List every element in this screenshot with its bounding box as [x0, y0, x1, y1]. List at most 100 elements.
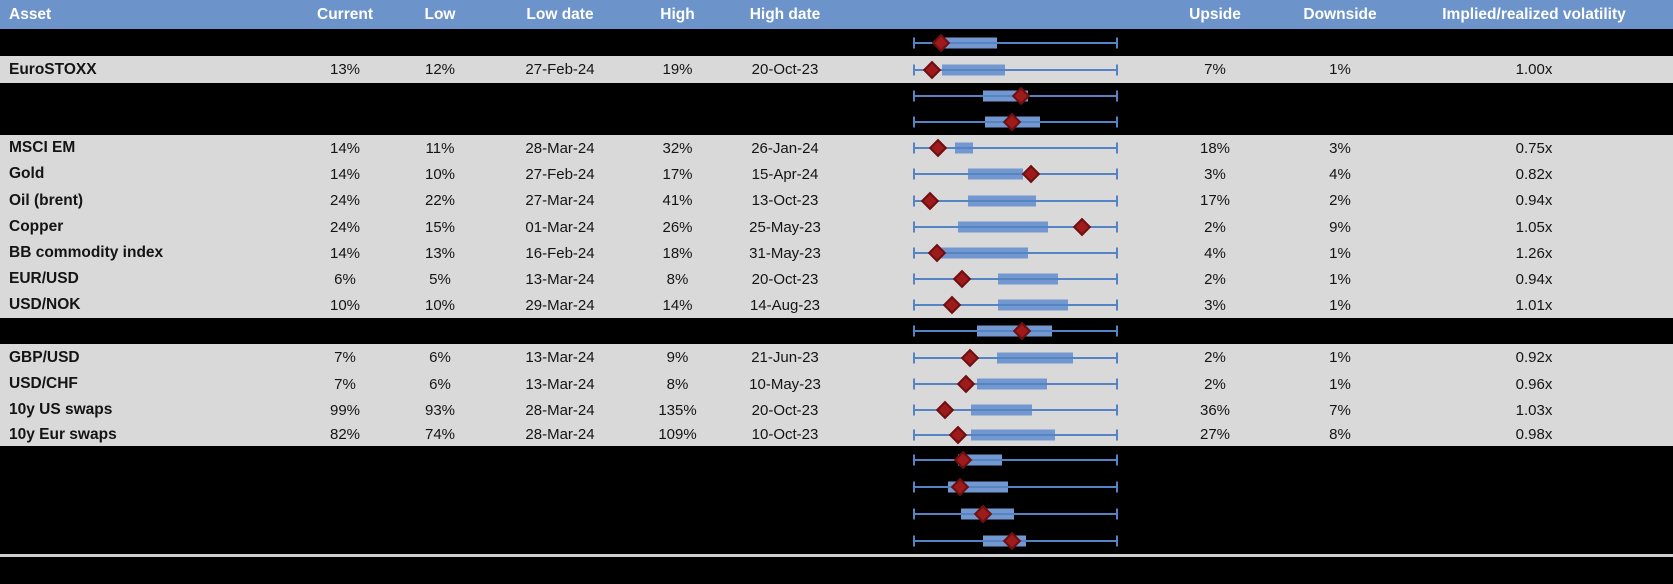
boxplot: [913, 56, 1118, 83]
hidden-cell: [1285, 500, 1395, 527]
hidden-cell: [715, 318, 855, 344]
hidden-cell: [640, 446, 715, 473]
cell-upside: 2%: [1204, 349, 1226, 366]
hidden-cell: [855, 527, 1145, 554]
boxplot: [913, 161, 1118, 187]
current-value-diamond-marker: [960, 348, 980, 367]
boxplot-whisker-cap-left: [913, 247, 915, 259]
cell-high_date: 25-May-23: [749, 218, 821, 236]
hidden-cell: [1145, 527, 1285, 554]
boxplot: [913, 446, 1118, 473]
cell-high_date: 20-Oct-23: [751, 270, 819, 288]
boxplot-whisker-cap-left: [913, 404, 915, 416]
cell-implied: 1.26x: [1515, 244, 1553, 262]
cell-upside: 18%: [1199, 139, 1231, 157]
column-header-low_date: Low date: [526, 5, 594, 23]
boxplot-whisker-cap-left: [913, 195, 915, 206]
hidden-cell: [480, 109, 640, 135]
hidden-cell: [0, 83, 290, 109]
hidden-row: [0, 446, 1673, 473]
cell-high: 32%: [662, 139, 693, 157]
hidden-cell: [400, 318, 480, 344]
cell-upside: 4%: [1204, 244, 1226, 262]
cell-low_date: 27-Feb-24: [525, 165, 595, 183]
hidden-cell: [1285, 318, 1395, 344]
cell-plot: [855, 56, 1145, 83]
asset-row: EuroSTOXX 13% 12% 27-Feb-24 19% 20-Oct-23 7% 1%…: [0, 56, 1673, 83]
cell-high: 41%: [662, 192, 693, 209]
boxplot-whisker-cap-left: [913, 378, 915, 390]
hidden-cell: [290, 446, 400, 473]
hidden-cell: [640, 29, 715, 56]
footer-band: [0, 557, 1673, 584]
cell-asset: EUR/USD: [9, 270, 79, 287]
asset-row: Copper 24% 15% 01-Mar-24 26% 25-May-23 2% 9% 1.0…: [0, 214, 1673, 240]
cell-downside: 3%: [1329, 139, 1351, 157]
boxplot: [913, 500, 1118, 527]
asset-row: EUR/USD 6% 5% 13-Mar-24 8% 20-Oct-23 2% 1% 0.94x: [0, 266, 1673, 292]
asset-row: USD/CHF 7% 6% 13-Mar-24 8% 10-May-23 2% 1% 0.96x: [0, 371, 1673, 397]
boxplot-whisker-line: [913, 147, 1118, 149]
cell-asset: EuroSTOXX: [9, 60, 97, 78]
cell-downside: 1%: [1329, 244, 1351, 262]
hidden-cell: [715, 29, 855, 56]
hidden-cell: [1395, 446, 1673, 473]
boxplot: [913, 397, 1118, 423]
hidden-cell: [855, 473, 1145, 500]
cell-upside: 3%: [1204, 296, 1226, 314]
hidden-cell: [290, 527, 400, 554]
cell-downside: 1%: [1329, 61, 1351, 78]
hidden-cell: [0, 500, 290, 527]
hidden-cell: [0, 527, 290, 554]
cell-plot: [855, 214, 1145, 240]
cell-high_date: 14-Aug-23: [749, 296, 821, 314]
asset-row: GBP/USD 7% 6% 13-Mar-24 9% 21-Jun-23 2% 1% 0.92x: [0, 344, 1673, 371]
boxplot: [913, 423, 1118, 446]
boxplot-whisker-cap-right: [1116, 378, 1118, 390]
column-header-low: Low: [424, 5, 456, 23]
hidden-cell: [1285, 83, 1395, 109]
cell-implied: 0.92x: [1515, 349, 1553, 366]
cell-low_date: 01-Mar-24: [525, 218, 595, 236]
hidden-cell: [290, 109, 400, 135]
cell-plot: [855, 240, 1145, 266]
boxplot-whisker-cap-right: [1116, 481, 1118, 492]
boxplot-whisker-line: [913, 433, 1118, 436]
boxplot: [913, 240, 1118, 266]
hidden-cell: [0, 29, 290, 56]
cell-low: 22%: [424, 192, 456, 209]
cell-plot: [855, 292, 1145, 318]
boxplot-whisker-cap-left: [913, 535, 915, 546]
hidden-cell: [480, 500, 640, 527]
hidden-cell: [1145, 83, 1285, 109]
cell-low: 10%: [424, 165, 456, 183]
cell-high_date: 26-Jan-24: [751, 139, 819, 157]
column-header-plot: [855, 0, 1145, 29]
cell-low_date: 28-Mar-24: [525, 139, 595, 157]
cell-current: 14%: [329, 139, 361, 157]
hidden-row: [0, 83, 1673, 109]
hidden-cell: [1395, 473, 1673, 500]
cell-low_date: 16-Feb-24: [525, 244, 595, 262]
asset-row: Gold 14% 10% 27-Feb-24 17% 15-Apr-24 3% 4% 0.82x: [0, 161, 1673, 187]
current-value-diamond-marker: [956, 374, 976, 394]
column-header-implied: Implied/realized volatility: [1442, 5, 1626, 23]
hidden-cell: [640, 500, 715, 527]
boxplot: [913, 473, 1118, 500]
hidden-cell: [400, 29, 480, 56]
boxplot-whisker-line: [913, 458, 1118, 461]
cell-asset: Copper: [9, 218, 64, 235]
boxplot-whisker-cap-left: [913, 168, 915, 180]
boxplot-whisker-cap-right: [1116, 325, 1118, 337]
cell-plot: [855, 161, 1145, 187]
cell-low_date: 13-Mar-24: [525, 349, 595, 366]
header-row: Asset Current Low Low date High High date Upsi…: [0, 0, 1673, 29]
asset-row: Oil (brent) 24% 22% 27-Mar-24 41% 13-Oct-23 17…: [0, 187, 1673, 214]
hidden-cell: [290, 500, 400, 527]
boxplot-whisker-cap-left: [913, 352, 915, 363]
hidden-cell: [480, 527, 640, 554]
boxplot-whisker-cap-right: [1116, 404, 1118, 416]
cell-upside: 36%: [1199, 401, 1231, 419]
hidden-cell: [715, 527, 855, 554]
